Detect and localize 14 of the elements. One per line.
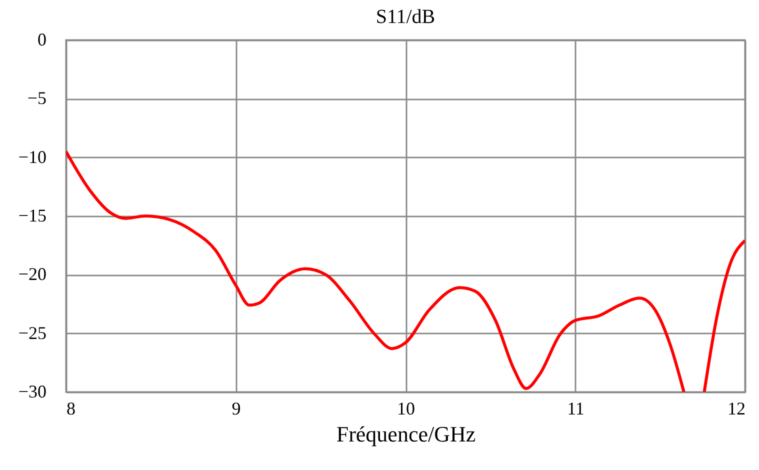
y-tick-label: −5 bbox=[27, 88, 46, 108]
y-tick-label: 0 bbox=[38, 30, 46, 50]
x-tick-label: 9 bbox=[232, 398, 241, 418]
x-axis-title: Fréquence/GHz bbox=[336, 422, 476, 446]
x-tick-label: 8 bbox=[66, 398, 76, 418]
x-tick-label: 11 bbox=[567, 398, 584, 418]
y-tick-label: −15 bbox=[18, 206, 46, 226]
chart-title: S11/dB bbox=[376, 6, 436, 28]
x-tick-label: 12 bbox=[728, 398, 746, 418]
x-tick-label: 10 bbox=[397, 398, 415, 418]
y-tick-label: −10 bbox=[18, 146, 46, 167]
y-tick-label: −30 bbox=[18, 382, 46, 402]
y-tick-label: −20 bbox=[18, 264, 46, 284]
y-tick-label: −25 bbox=[18, 322, 46, 343]
